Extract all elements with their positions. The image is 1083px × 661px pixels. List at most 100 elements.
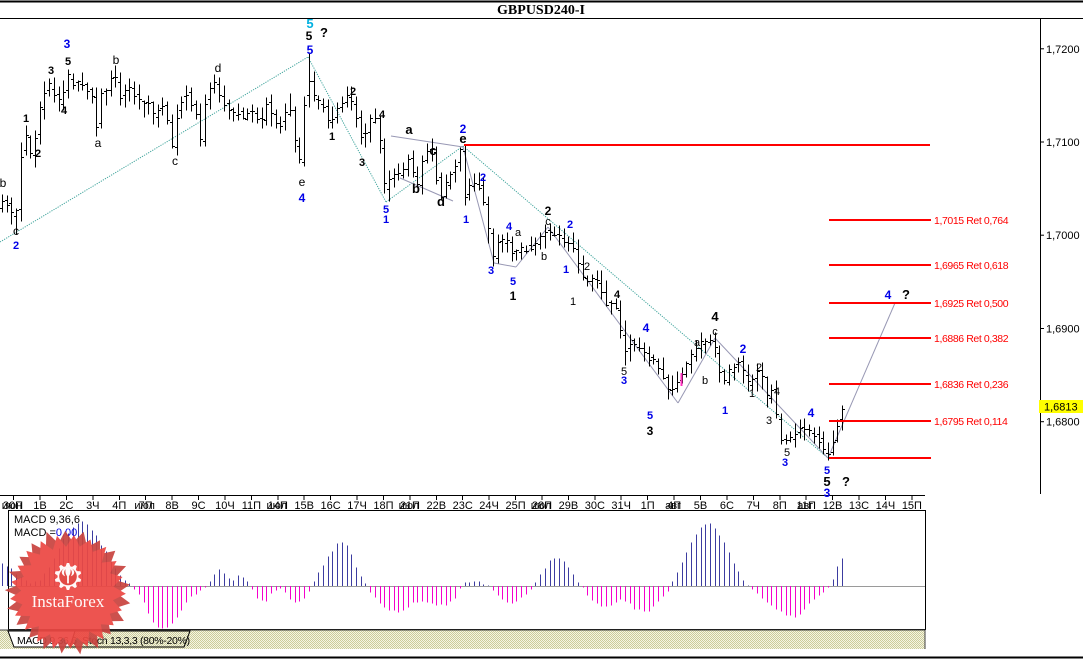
svg-text:7Ч: 7Ч bbox=[747, 500, 760, 512]
svg-text:b: b bbox=[412, 181, 420, 196]
svg-text:3: 3 bbox=[359, 157, 365, 169]
svg-text:15В: 15В bbox=[294, 500, 314, 512]
svg-text:c: c bbox=[13, 224, 19, 238]
svg-text:1,6925 Ret 0,500: 1,6925 Ret 0,500 bbox=[934, 298, 1009, 310]
svg-text:3: 3 bbox=[766, 415, 772, 427]
svg-text:4П: 4П bbox=[112, 500, 126, 512]
svg-text:25П: 25П bbox=[506, 500, 526, 512]
svg-text:?: ? bbox=[842, 474, 850, 489]
svg-text:a: a bbox=[95, 136, 102, 150]
svg-text:1: 1 bbox=[570, 296, 576, 308]
svg-text:1: 1 bbox=[329, 131, 335, 143]
svg-text:11П: 11П bbox=[242, 500, 261, 512]
svg-text:2: 2 bbox=[740, 342, 747, 356]
svg-text:3: 3 bbox=[621, 375, 627, 387]
svg-text:18П: 18П bbox=[373, 500, 393, 512]
svg-text:14П: 14П bbox=[268, 500, 288, 512]
svg-text:2: 2 bbox=[567, 219, 573, 231]
svg-text:1: 1 bbox=[749, 388, 755, 400]
svg-text:31Ч: 31Ч bbox=[611, 500, 631, 512]
svg-text:1,6795 Ret 0,114: 1,6795 Ret 0,114 bbox=[934, 416, 1008, 428]
svg-text:7П: 7П bbox=[139, 500, 153, 512]
svg-text:3Ч: 3Ч bbox=[86, 500, 99, 512]
svg-text:1: 1 bbox=[510, 289, 517, 303]
svg-text:17Ч: 17Ч bbox=[347, 500, 367, 512]
svg-text:c: c bbox=[172, 154, 178, 168]
svg-text:5: 5 bbox=[621, 366, 627, 378]
svg-text:1В: 1В bbox=[33, 500, 46, 512]
svg-text:5: 5 bbox=[65, 56, 71, 68]
svg-text:4: 4 bbox=[379, 109, 386, 121]
svg-text:июл: июл bbox=[267, 500, 288, 512]
svg-text:2: 2 bbox=[460, 122, 467, 136]
svg-text:24Ч: 24Ч bbox=[479, 500, 499, 512]
svg-text:июн: июн bbox=[2, 500, 22, 512]
svg-text:1,6800: 1,6800 bbox=[1046, 417, 1080, 429]
svg-text:b: b bbox=[113, 53, 120, 67]
svg-text:4: 4 bbox=[885, 288, 892, 302]
svg-text:2С: 2С bbox=[59, 500, 73, 512]
svg-text:14Ч: 14Ч bbox=[876, 500, 896, 512]
svg-text:16С: 16С bbox=[321, 500, 341, 512]
svg-text:21П: 21П bbox=[400, 500, 420, 512]
svg-text:5: 5 bbox=[647, 410, 653, 422]
svg-text:2: 2 bbox=[480, 172, 486, 184]
svg-text:12В: 12В bbox=[823, 500, 843, 512]
svg-text:b: b bbox=[702, 375, 708, 387]
svg-text:1,6886 Ret 0,382: 1,6886 Ret 0,382 bbox=[934, 333, 1009, 345]
svg-text:3: 3 bbox=[782, 457, 788, 469]
svg-text:8П: 8П bbox=[773, 500, 787, 512]
svg-text:b: b bbox=[541, 251, 547, 263]
svg-text:d: d bbox=[215, 61, 222, 75]
svg-text:1,7200: 1,7200 bbox=[1046, 44, 1080, 56]
svg-text:?: ? bbox=[902, 287, 910, 302]
svg-text:c: c bbox=[545, 216, 551, 228]
svg-text:4: 4 bbox=[774, 386, 780, 398]
svg-text:5: 5 bbox=[306, 29, 313, 43]
svg-text:3: 3 bbox=[64, 37, 71, 51]
svg-text:9С: 9С bbox=[191, 500, 205, 512]
svg-text:1,6965 Ret 0,618: 1,6965 Ret 0,618 bbox=[934, 260, 1009, 272]
svg-text:1: 1 bbox=[23, 113, 29, 125]
svg-text:MACD 9,36,6: MACD 9,36,6 bbox=[14, 514, 80, 526]
svg-text:июл: июл bbox=[399, 500, 420, 512]
svg-text:10Ч: 10Ч bbox=[215, 500, 235, 512]
svg-text:2: 2 bbox=[756, 362, 762, 374]
svg-text:?: ? bbox=[320, 25, 328, 40]
svg-text:4П: 4П bbox=[667, 500, 681, 512]
svg-text:13С: 13С bbox=[849, 500, 869, 512]
svg-text:30С: 30С bbox=[585, 500, 605, 512]
svg-text:1,6813: 1,6813 bbox=[1044, 402, 1078, 414]
svg-text:1: 1 bbox=[383, 214, 389, 226]
svg-text:июл: июл bbox=[134, 500, 155, 512]
svg-text:5: 5 bbox=[823, 474, 830, 489]
svg-text:3: 3 bbox=[647, 424, 654, 438]
svg-text:InstaForex: InstaForex bbox=[32, 592, 105, 611]
svg-text:1,7100: 1,7100 bbox=[1046, 137, 1080, 149]
svg-text:8В: 8В bbox=[165, 500, 178, 512]
svg-text:GBPUSD240-I: GBPUSD240-I bbox=[497, 3, 585, 18]
svg-text:a: a bbox=[405, 122, 413, 137]
svg-text:1: 1 bbox=[722, 405, 728, 417]
svg-text:3: 3 bbox=[48, 65, 54, 77]
svg-text:a: a bbox=[515, 227, 522, 239]
svg-text:29В: 29В bbox=[559, 500, 579, 512]
svg-text:4: 4 bbox=[711, 309, 719, 324]
svg-text:2: 2 bbox=[35, 148, 41, 160]
svg-text:b: b bbox=[0, 176, 7, 190]
svg-text:1,7015 Ret 0,764: 1,7015 Ret 0,764 bbox=[934, 215, 1009, 227]
svg-text:5В: 5В bbox=[694, 500, 707, 512]
svg-text:5: 5 bbox=[306, 16, 313, 31]
svg-text:3: 3 bbox=[488, 265, 494, 277]
svg-text:e: e bbox=[299, 175, 306, 189]
svg-text:15П: 15П bbox=[902, 500, 922, 512]
svg-text:c: c bbox=[712, 326, 718, 338]
svg-text:3: 3 bbox=[824, 486, 831, 500]
svg-text:a: a bbox=[694, 337, 701, 349]
svg-text:5: 5 bbox=[307, 43, 314, 57]
svg-text:1: 1 bbox=[563, 264, 569, 276]
svg-text:e: e bbox=[459, 131, 466, 146]
svg-text:2: 2 bbox=[545, 204, 552, 218]
svg-text:11П: 11П bbox=[797, 500, 816, 512]
svg-text:5: 5 bbox=[510, 276, 516, 288]
